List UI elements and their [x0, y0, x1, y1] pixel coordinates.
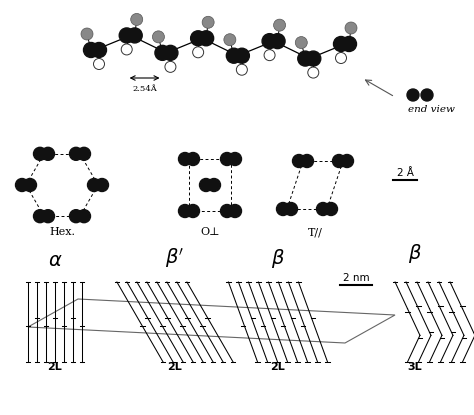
Text: $\beta$: $\beta$	[408, 242, 422, 265]
Text: 2.54Å: 2.54Å	[132, 85, 157, 93]
Circle shape	[332, 154, 346, 168]
Text: T//: T//	[308, 227, 322, 237]
Circle shape	[345, 22, 357, 34]
Circle shape	[317, 203, 329, 215]
Circle shape	[421, 89, 433, 101]
Text: O⊥: O⊥	[200, 227, 220, 237]
Circle shape	[186, 152, 200, 166]
Circle shape	[228, 152, 241, 166]
Text: $\beta'$: $\beta'$	[165, 246, 185, 270]
Circle shape	[78, 210, 91, 223]
Text: Hex.: Hex.	[49, 227, 75, 237]
Text: 3L: 3L	[408, 362, 422, 372]
Circle shape	[93, 59, 104, 69]
Circle shape	[407, 89, 419, 101]
Circle shape	[42, 147, 55, 160]
Circle shape	[200, 178, 212, 191]
Text: 2L: 2L	[47, 362, 63, 372]
Circle shape	[179, 205, 191, 217]
Circle shape	[179, 152, 191, 166]
Text: $\beta$: $\beta$	[271, 247, 285, 270]
Text: end view: end view	[408, 105, 455, 115]
Circle shape	[228, 205, 241, 217]
Circle shape	[34, 210, 46, 223]
Circle shape	[88, 178, 100, 191]
Circle shape	[273, 19, 285, 31]
Circle shape	[308, 67, 319, 78]
Circle shape	[202, 16, 214, 28]
Circle shape	[292, 154, 306, 168]
Circle shape	[131, 13, 143, 25]
Circle shape	[208, 178, 220, 191]
Circle shape	[186, 205, 200, 217]
Circle shape	[234, 48, 249, 63]
Circle shape	[341, 37, 356, 51]
Text: 2L: 2L	[271, 362, 285, 372]
Circle shape	[227, 48, 241, 63]
Circle shape	[70, 210, 82, 223]
Circle shape	[78, 147, 91, 160]
Circle shape	[264, 50, 275, 61]
Text: $\alpha$: $\alpha$	[48, 252, 62, 270]
Circle shape	[127, 28, 142, 43]
Circle shape	[155, 45, 170, 60]
Circle shape	[220, 152, 234, 166]
Circle shape	[325, 203, 337, 215]
Circle shape	[262, 34, 277, 49]
Circle shape	[83, 42, 99, 58]
Circle shape	[336, 53, 346, 63]
Circle shape	[276, 203, 290, 215]
Circle shape	[192, 47, 204, 58]
Circle shape	[165, 61, 176, 72]
Circle shape	[42, 210, 55, 223]
Circle shape	[237, 64, 247, 75]
Circle shape	[34, 147, 46, 160]
Circle shape	[334, 37, 348, 51]
Text: 2 Å: 2 Å	[397, 168, 413, 178]
Circle shape	[191, 31, 206, 46]
Circle shape	[121, 44, 132, 55]
Circle shape	[295, 37, 307, 49]
Circle shape	[16, 178, 28, 191]
Circle shape	[91, 42, 107, 58]
Circle shape	[153, 31, 164, 43]
Circle shape	[284, 203, 298, 215]
Circle shape	[95, 178, 109, 191]
Circle shape	[163, 45, 178, 60]
Text: 2L: 2L	[168, 362, 182, 372]
Circle shape	[24, 178, 36, 191]
Circle shape	[81, 28, 93, 40]
Circle shape	[224, 34, 236, 46]
Circle shape	[70, 147, 82, 160]
Text: 2 nm: 2 nm	[343, 273, 369, 283]
Circle shape	[340, 154, 354, 168]
Circle shape	[298, 51, 313, 66]
Circle shape	[119, 28, 134, 43]
Circle shape	[199, 31, 214, 46]
Circle shape	[301, 154, 313, 168]
Circle shape	[306, 51, 321, 66]
Circle shape	[270, 34, 285, 49]
Circle shape	[220, 205, 234, 217]
